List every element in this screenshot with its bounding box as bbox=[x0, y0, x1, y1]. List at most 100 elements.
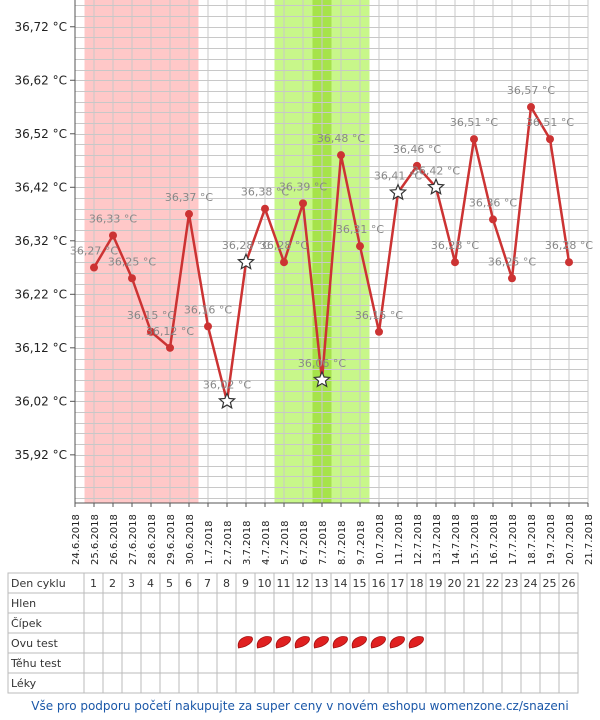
table-day-number: 3 bbox=[128, 577, 135, 590]
temperature-chart: 36,72 °C 36,62 °C 36,52 °C 36,42 °C 36,32 °C… bbox=[7, 0, 595, 694]
data-point bbox=[451, 258, 459, 267]
x-date-label: 29.6.2018 bbox=[166, 514, 177, 565]
x-date-label: 26.6.2018 bbox=[109, 514, 120, 565]
ovu-test-drop-icon bbox=[332, 636, 348, 649]
data-label: 36,38 °C bbox=[241, 186, 289, 199]
data-label: 36,36 °C bbox=[469, 196, 517, 209]
y-axis-tick-labels: 36,72 °C 36,62 °C 36,52 °C 36,42 °C 36,32 °C… bbox=[14, 20, 67, 462]
data-point-star-icon bbox=[312, 370, 332, 388]
table-day-number: 7 bbox=[204, 577, 211, 590]
data-label: 36,39 °C bbox=[279, 180, 327, 193]
chart-axes bbox=[70, 0, 589, 507]
y-tick-label: 36,42 °C bbox=[14, 180, 67, 194]
x-date-label: 16.7.2018 bbox=[489, 514, 500, 565]
table-row-label: Čípek bbox=[11, 617, 42, 630]
x-date-label: 15.7.2018 bbox=[470, 514, 481, 565]
ovu-test-drop-icon bbox=[237, 636, 253, 649]
data-point bbox=[489, 215, 497, 224]
x-date-label: 17.7.2018 bbox=[508, 514, 519, 565]
data-label: 36,51 °C bbox=[450, 116, 498, 129]
data-point bbox=[185, 210, 193, 219]
data-label: 36,27 °C bbox=[70, 245, 118, 258]
data-label: 36,15 °C bbox=[355, 309, 403, 322]
ovu-test-drop-icon bbox=[370, 636, 386, 649]
table-day-number: 9 bbox=[242, 577, 249, 590]
data-point bbox=[375, 327, 383, 336]
data-label: 36,28 °C bbox=[260, 239, 308, 252]
table-day-number: 13 bbox=[315, 577, 329, 590]
data-point bbox=[109, 231, 117, 240]
table-row-label: Těhu test bbox=[10, 657, 62, 670]
table-day-number: 20 bbox=[448, 577, 462, 590]
table-day-number: 11 bbox=[277, 577, 291, 590]
x-date-label: 20.7.2018 bbox=[565, 514, 576, 565]
data-point bbox=[147, 327, 155, 336]
y-tick-label: 36,12 °C bbox=[14, 341, 67, 355]
x-date-label: 25.6.2018 bbox=[90, 514, 101, 565]
ovu-test-drop-icon bbox=[294, 636, 310, 649]
x-date-label: 4.7.2018 bbox=[261, 520, 272, 565]
data-label: 36,25 °C bbox=[108, 255, 156, 268]
data-point-star-icon bbox=[217, 391, 237, 410]
data-point-star-icon bbox=[388, 183, 408, 201]
data-point bbox=[299, 199, 307, 208]
x-date-label: 11.7.2018 bbox=[394, 514, 405, 565]
x-date-label: 9.7.2018 bbox=[356, 520, 367, 565]
x-date-label: 18.7.2018 bbox=[527, 514, 538, 565]
data-label: 36,41 °C bbox=[374, 170, 422, 183]
table-day-number: 2 bbox=[109, 577, 116, 590]
x-axis-date-labels: 24.6.2018 25.6.2018 26.6.2018 27.6.2018 28.6… bbox=[71, 514, 595, 565]
table-day-number: 26 bbox=[562, 577, 576, 590]
footer-promo-link[interactable]: Vše pro podporu početí nakupujte za supe… bbox=[31, 699, 569, 713]
data-point bbox=[356, 242, 364, 251]
table-day-number: 21 bbox=[467, 577, 481, 590]
table-day-number: 23 bbox=[505, 577, 519, 590]
table-day-number: 5 bbox=[166, 577, 173, 590]
data-label: 36,28 °C bbox=[431, 239, 479, 252]
data-label: 36,28 °C bbox=[545, 239, 593, 252]
x-date-label: 5.7.2018 bbox=[280, 520, 291, 565]
data-point-star-icon bbox=[236, 252, 256, 270]
data-label: 36,16 °C bbox=[184, 303, 232, 316]
data-label: 36,06 °C bbox=[298, 357, 346, 370]
data-point-star-icon bbox=[426, 177, 446, 196]
table-day-number: 24 bbox=[524, 577, 538, 590]
data-point bbox=[337, 151, 345, 160]
series-line bbox=[92, 105, 571, 403]
table-day-number: 6 bbox=[185, 577, 192, 590]
data-point bbox=[90, 263, 98, 272]
y-tick-label: 36,52 °C bbox=[14, 127, 67, 141]
x-date-label: 2.7.2018 bbox=[223, 520, 234, 565]
table-day-number: 8 bbox=[223, 577, 230, 590]
data-label: 36,15 °C bbox=[127, 309, 175, 322]
y-tick-label: 35,92 °C bbox=[14, 448, 67, 462]
table-row-label: Léky bbox=[11, 677, 37, 690]
x-date-label: 30.6.2018 bbox=[185, 514, 196, 565]
table-day-number: 14 bbox=[334, 577, 348, 590]
x-date-label: 3.7.2018 bbox=[242, 520, 253, 565]
table-day-number: 18 bbox=[410, 577, 424, 590]
data-label: 36,57 °C bbox=[507, 84, 555, 97]
x-date-label: 24.6.2018 bbox=[71, 514, 82, 565]
data-label: 36,37 °C bbox=[165, 191, 213, 204]
cycle-table: Den cyklu Hlen Čípek Ovu test Těhu test Léky 1… bbox=[7, 572, 579, 694]
x-date-label: 19.7.2018 bbox=[546, 514, 557, 565]
table-day-number: 22 bbox=[486, 577, 500, 590]
table-day-number: 25 bbox=[543, 577, 557, 590]
data-point bbox=[128, 274, 136, 283]
table-day-number: 12 bbox=[296, 577, 310, 590]
table-day-number: 10 bbox=[258, 577, 272, 590]
x-date-label: 27.6.2018 bbox=[128, 514, 139, 565]
data-point bbox=[565, 258, 573, 267]
x-date-label: 6.7.2018 bbox=[299, 520, 310, 565]
data-point bbox=[470, 135, 478, 144]
table-day-number: 4 bbox=[147, 577, 154, 590]
data-label: 36,42 °C bbox=[412, 164, 460, 177]
data-label: 36,02 °C bbox=[203, 378, 251, 391]
x-date-label: 10.7.2018 bbox=[375, 514, 386, 565]
ovu-test-drop-icon bbox=[256, 636, 272, 649]
data-point bbox=[261, 204, 269, 213]
data-label: 36,33 °C bbox=[89, 212, 137, 225]
table-row-label: Hlen bbox=[11, 597, 36, 610]
table-row-label: Ovu test bbox=[11, 637, 58, 650]
